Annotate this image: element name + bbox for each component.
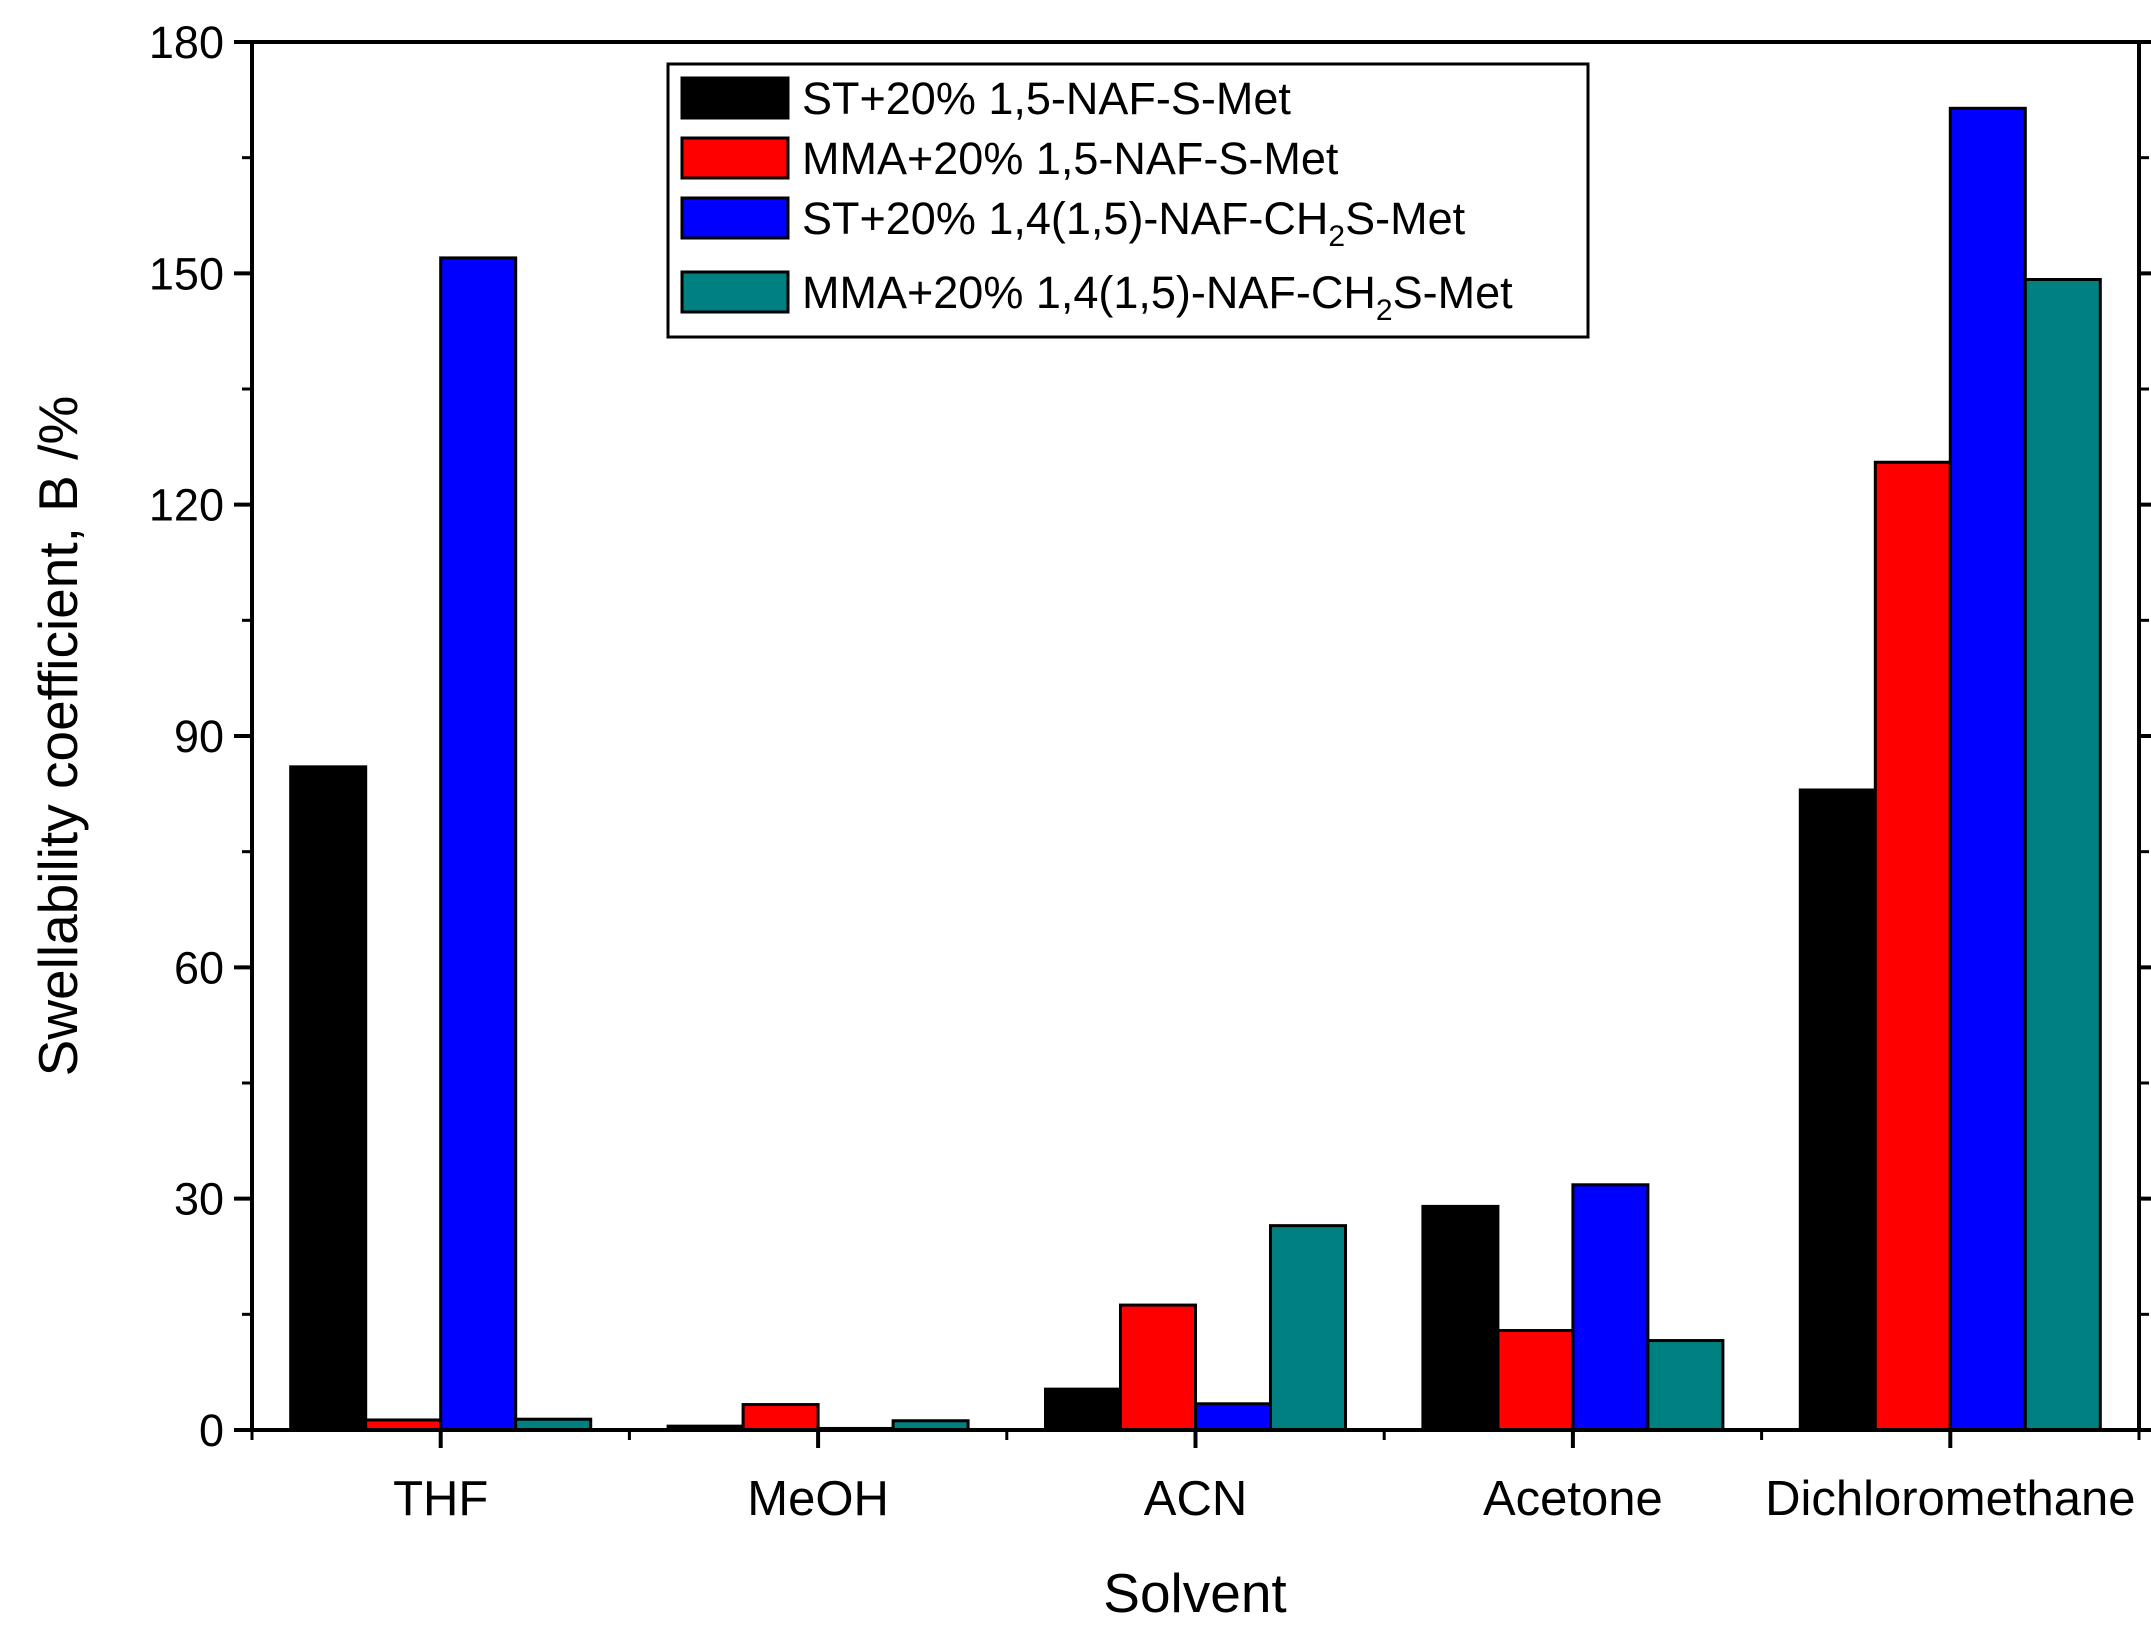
ticks-group (234, 40, 2151, 1448)
bar-2-3 (1269, 1224, 1347, 1432)
legend-swatch-0 (680, 76, 790, 120)
bar-3-0 (1421, 1204, 1500, 1432)
bar-3-2 (1571, 1183, 1650, 1432)
x-category-label-3: Acetone (1483, 1472, 1663, 1526)
bars-group (289, 106, 2102, 1432)
legend-swatch-1 (680, 136, 790, 180)
x-category-label-1: MeOH (747, 1472, 889, 1526)
legend-swatch-3 (680, 270, 790, 314)
y-tick-label-5: 150 (149, 248, 224, 299)
bar-0-2 (439, 256, 518, 1432)
legend-label-0: ST+20% 1,5-NAF-S-Met (802, 73, 1291, 124)
bar-1-1 (741, 1403, 820, 1432)
legend: ST+20% 1,5-NAF-S-Met MMA+20% 1,5-NAF-S-Me… (666, 62, 1590, 339)
x-category-label-4: Dichloromethane (1765, 1472, 2135, 1526)
bar-2-0 (1044, 1387, 1122, 1432)
y-tick-label-2: 60 (174, 942, 224, 993)
y-axis-title: Swellability coefficient, B /% (27, 396, 89, 1077)
legend-swatch-2 (680, 196, 790, 240)
legend-label-1: MMA+20% 1,5-NAF-S-Met (802, 133, 1339, 184)
x-category-label-0: THF (393, 1472, 488, 1526)
bar-4-0 (1798, 788, 1877, 1432)
y-tick-labels: 0 30 60 90 120 150 180 (149, 17, 224, 1456)
bar-2-1 (1119, 1303, 1197, 1432)
bar-2-2 (1194, 1402, 1272, 1432)
legend-box (666, 62, 1590, 339)
bar-4-3 (2023, 278, 2102, 1432)
y-tick-label-1: 30 (174, 1174, 224, 1225)
bar-4-1 (1873, 460, 1952, 1432)
bar-4-2 (1948, 106, 2027, 1432)
bar-3-1 (1496, 1329, 1575, 1432)
x-category-label-2: ACN (1144, 1472, 1247, 1526)
x-axis-title: Solvent (1103, 1562, 1286, 1624)
legend-label-2: ST+20% 1,4(1,5)-NAF-CH2S-Met (802, 193, 1466, 253)
y-tick-label-6: 180 (149, 17, 224, 68)
bar-3-3 (1646, 1339, 1725, 1432)
y-tick-label-4: 120 (149, 480, 224, 531)
legend-label-3: MMA+20% 1,4(1,5)-NAF-CH2S-Met (802, 267, 1513, 327)
y-tick-label-0: 0 (199, 1405, 224, 1456)
y-tick-label-3: 90 (174, 711, 224, 762)
category-labels: THF MeOH ACN Acetone Dichloromethane (393, 1472, 2135, 1526)
bar-0-0 (289, 765, 368, 1432)
